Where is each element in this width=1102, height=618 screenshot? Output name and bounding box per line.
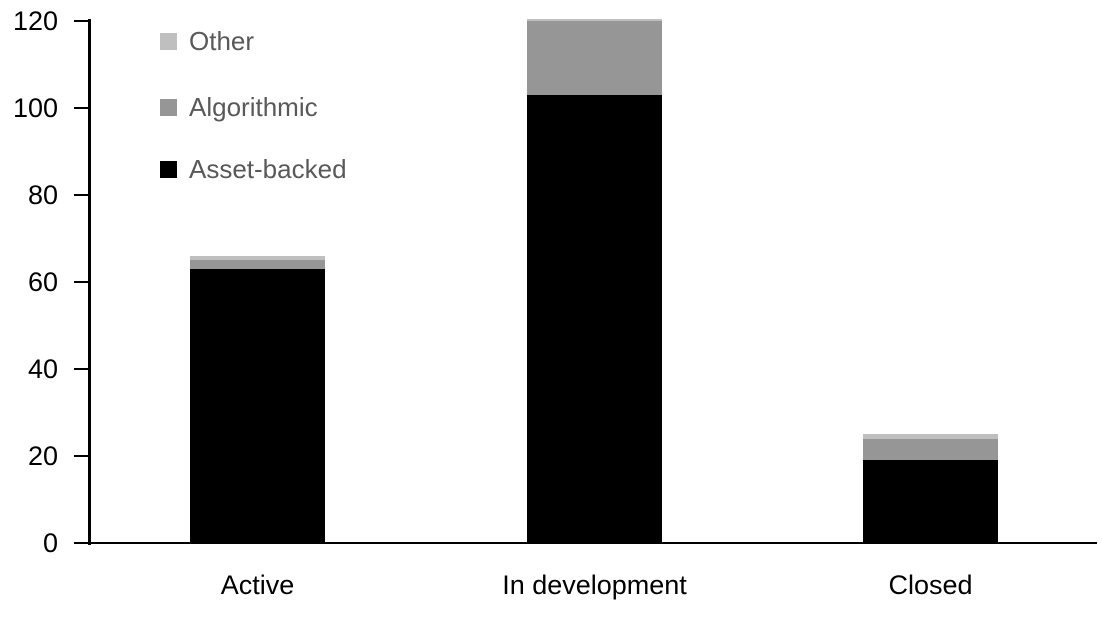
legend-label-asset-backed: Asset-backed (189, 154, 347, 184)
legend-swatch-algorithmic (160, 98, 177, 116)
y-tick-120 (74, 19, 89, 23)
x-category-label-active: Active (220, 570, 295, 600)
y-tick-label-40: 40 (27, 353, 58, 384)
y-tick-label-80: 80 (27, 179, 58, 210)
y-axis-line (88, 19, 91, 545)
y-tick-80 (74, 193, 89, 197)
y-tick-label-100: 100 (12, 92, 58, 123)
legend-label-algorithmic: Algorithmic (189, 92, 318, 122)
bar-segment-closed-algorithmic (863, 438, 998, 461)
y-tick-label-0: 0 (42, 527, 58, 558)
x-category-label-closed: Closed (888, 570, 973, 600)
bar-segment-in-development-other (527, 18, 662, 21)
bar-segment-active-algorithmic (190, 260, 325, 269)
y-tick-100 (74, 106, 89, 110)
y-tick-label-120: 120 (12, 5, 58, 36)
bar-segment-closed-other (863, 434, 998, 439)
y-tick-20 (74, 454, 89, 458)
x-category-label-in-development: In development (502, 570, 687, 600)
legend-swatch-asset-backed (160, 160, 177, 178)
y-tick-0 (74, 541, 89, 545)
legend-swatch-other (160, 32, 177, 50)
y-tick-label-20: 20 (27, 440, 58, 471)
legend-item-asset-backed: Asset-backed (160, 156, 347, 182)
bar-segment-in-development-asset-backed (527, 94, 662, 543)
legend-item-algorithmic: Algorithmic (160, 94, 318, 120)
bar-segment-active-other (190, 255, 325, 261)
bar-segment-in-development-algorithmic (527, 21, 662, 95)
bar-segment-active-asset-backed (190, 268, 325, 543)
y-tick-60 (74, 280, 89, 284)
legend-item-other: Other (160, 28, 254, 54)
y-tick-label-60: 60 (27, 266, 58, 297)
bar-segment-closed-asset-backed (863, 460, 998, 543)
y-tick-40 (74, 367, 89, 371)
legend-label-other: Other (189, 26, 255, 56)
